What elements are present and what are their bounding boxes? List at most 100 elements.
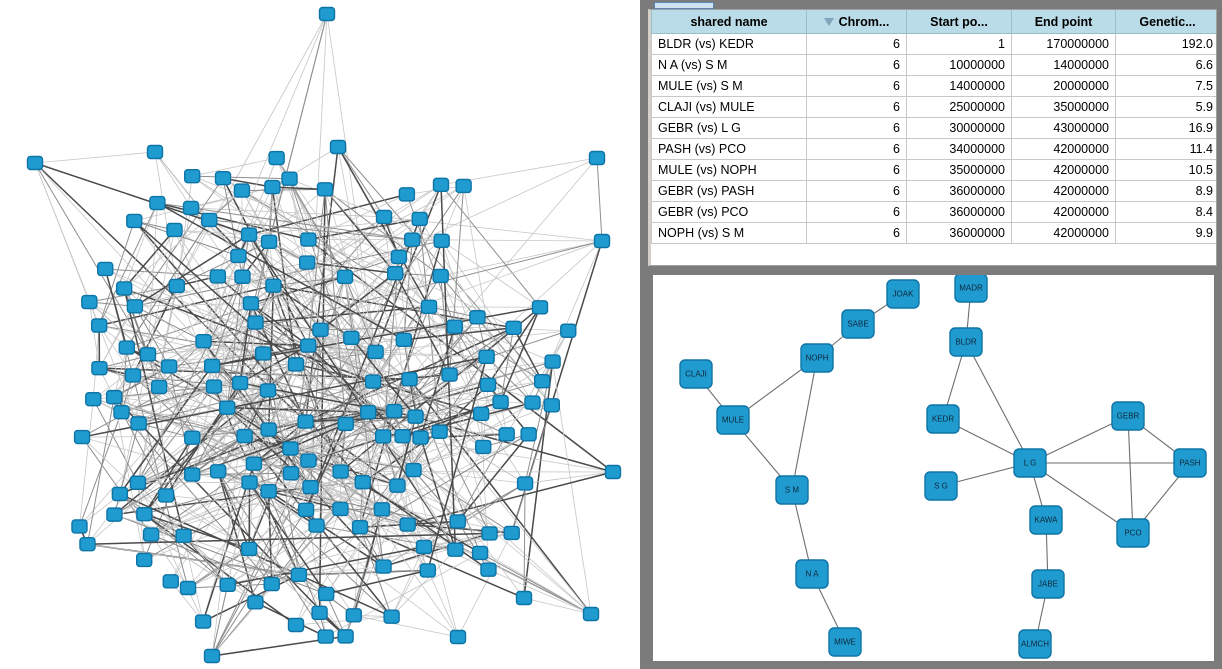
network-node[interactable] bbox=[492, 394, 509, 410]
network-node[interactable] bbox=[150, 379, 168, 395]
cell-start-point[interactable]: 34000000 bbox=[906, 138, 1012, 160]
network-edge[interactable] bbox=[143, 437, 193, 515]
network-edge[interactable] bbox=[308, 218, 420, 241]
network-edge[interactable] bbox=[1029, 462, 1134, 534]
network-edge[interactable] bbox=[211, 584, 229, 657]
network-node[interactable] bbox=[254, 346, 272, 361]
network-edge[interactable] bbox=[187, 525, 317, 589]
network-node[interactable] bbox=[300, 453, 317, 468]
network-node[interactable] bbox=[281, 171, 298, 186]
network-node[interactable] bbox=[481, 526, 498, 541]
network-node[interactable] bbox=[162, 574, 179, 589]
network-node[interactable] bbox=[146, 144, 164, 160]
network-node[interactable] bbox=[503, 525, 520, 541]
network-node-shape[interactable] bbox=[1018, 629, 1052, 659]
table-row[interactable]: PASH (vs) PCO 6 34000000 42000000 11.4 bbox=[651, 138, 1216, 160]
network-node[interactable] bbox=[398, 187, 416, 202]
network-edge[interactable] bbox=[119, 229, 175, 495]
cell-shared-name[interactable]: N A (vs) S M bbox=[651, 54, 807, 76]
network-node[interactable] bbox=[337, 416, 354, 432]
network-edge[interactable] bbox=[457, 483, 526, 522]
network-node-shape[interactable] bbox=[240, 227, 258, 242]
network-edge[interactable] bbox=[324, 188, 396, 274]
network-edge[interactable] bbox=[255, 306, 430, 324]
network-node-shape[interactable] bbox=[1173, 448, 1207, 478]
network-edge[interactable] bbox=[324, 189, 347, 424]
network-edge[interactable] bbox=[120, 347, 128, 413]
network-edge[interactable] bbox=[212, 363, 297, 367]
network-edge[interactable] bbox=[134, 306, 170, 367]
network-node-shape[interactable] bbox=[404, 232, 421, 247]
network-edge[interactable] bbox=[211, 322, 256, 657]
network-edge[interactable] bbox=[138, 422, 193, 439]
network-edge[interactable] bbox=[113, 397, 145, 561]
network-edge[interactable] bbox=[391, 446, 484, 617]
network-node[interactable] bbox=[318, 6, 336, 22]
network-edge[interactable] bbox=[290, 448, 414, 471]
network-node[interactable] bbox=[420, 299, 438, 314]
network-edge[interactable] bbox=[441, 185, 464, 241]
network-edge[interactable] bbox=[239, 344, 309, 384]
network-node-shape[interactable] bbox=[498, 427, 515, 442]
network-edge[interactable] bbox=[192, 437, 255, 465]
network-node[interactable] bbox=[139, 347, 157, 362]
network-node[interactable] bbox=[234, 269, 251, 284]
network-edge[interactable] bbox=[144, 404, 552, 561]
network-node[interactable] bbox=[375, 209, 393, 225]
network-node[interactable] bbox=[520, 427, 537, 442]
network-node[interactable]: KAWA bbox=[1029, 505, 1063, 535]
network-edge[interactable] bbox=[226, 407, 291, 450]
cell-shared-name[interactable]: BLDR (vs) KEDR bbox=[651, 33, 807, 55]
network-edge[interactable] bbox=[306, 509, 408, 525]
table-row[interactable]: BLDR (vs) KEDR 6 1 170000000 192.0 bbox=[651, 33, 1216, 55]
network-node[interactable] bbox=[247, 315, 264, 330]
network-node[interactable] bbox=[236, 428, 253, 444]
network-node[interactable] bbox=[282, 441, 299, 456]
network-node-shape[interactable] bbox=[431, 424, 448, 439]
table-row[interactable]: MULE (vs) NOPH 6 35000000 42000000 10.5 bbox=[651, 159, 1216, 181]
cell-genetic[interactable]: 6.6 bbox=[1115, 54, 1216, 76]
network-edge[interactable] bbox=[217, 13, 328, 277]
network-node-shape[interactable] bbox=[455, 178, 472, 194]
network-edge[interactable] bbox=[227, 482, 250, 585]
network-node[interactable] bbox=[524, 395, 541, 410]
network-node[interactable] bbox=[282, 466, 300, 481]
network-node[interactable] bbox=[105, 389, 123, 405]
network-node-shape[interactable] bbox=[265, 278, 282, 293]
network-node-shape[interactable] bbox=[287, 617, 305, 633]
network-node-shape[interactable] bbox=[337, 629, 354, 644]
network-node[interactable] bbox=[407, 409, 424, 424]
network-edge[interactable] bbox=[310, 486, 385, 568]
network-node[interactable]: ALMCH bbox=[1018, 629, 1052, 659]
network-node[interactable] bbox=[543, 398, 561, 413]
network-edge[interactable] bbox=[187, 490, 269, 589]
network-node-shape[interactable] bbox=[302, 479, 319, 495]
network-edge[interactable] bbox=[276, 157, 309, 240]
network-node[interactable] bbox=[317, 629, 334, 644]
network-node-shape[interactable] bbox=[588, 150, 606, 166]
network-edge[interactable] bbox=[92, 398, 139, 483]
network-edge[interactable] bbox=[344, 239, 413, 278]
network-edge[interactable] bbox=[255, 469, 414, 603]
network-node-shape[interactable] bbox=[79, 536, 96, 552]
network-edge[interactable] bbox=[98, 220, 135, 326]
network-node[interactable] bbox=[115, 281, 133, 296]
network-node[interactable]: MULE bbox=[716, 405, 750, 435]
network-node[interactable] bbox=[385, 403, 403, 419]
network-edge[interactable] bbox=[427, 356, 488, 571]
network-node[interactable] bbox=[260, 234, 278, 249]
network-node-shape[interactable] bbox=[149, 195, 166, 211]
network-edge[interactable] bbox=[191, 175, 308, 263]
network-edge[interactable] bbox=[104, 268, 189, 589]
cell-chromosome[interactable]: 6 bbox=[806, 159, 907, 181]
network-edge[interactable] bbox=[419, 218, 441, 432]
network-edge[interactable] bbox=[150, 534, 272, 585]
cell-end-point[interactable]: 42000000 bbox=[1011, 201, 1116, 223]
network-edge[interactable] bbox=[176, 13, 328, 287]
network-edge[interactable] bbox=[241, 188, 325, 192]
cell-chromosome[interactable]: 6 bbox=[806, 117, 907, 139]
network-node-shape[interactable] bbox=[364, 374, 382, 389]
network-node-shape[interactable] bbox=[419, 563, 437, 578]
network-edge[interactable] bbox=[158, 340, 204, 388]
network-edge[interactable] bbox=[441, 240, 553, 406]
